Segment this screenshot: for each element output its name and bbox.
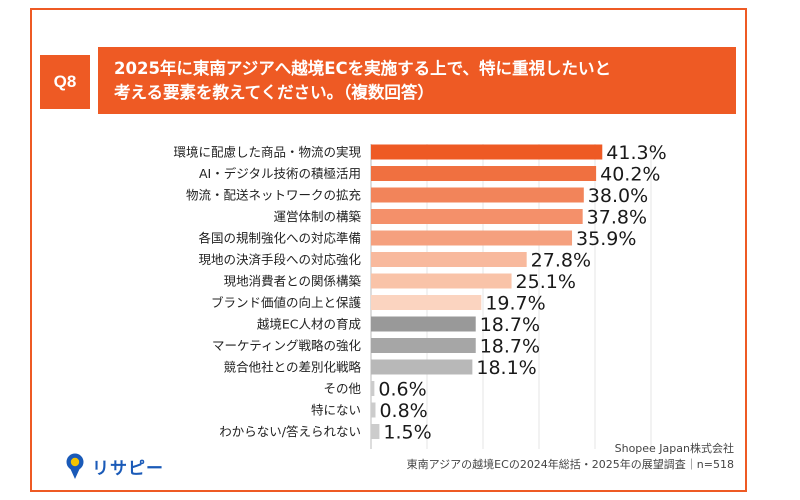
category-label: 特にない xyxy=(311,403,361,418)
category-label: 競合他社との差別化戦略 xyxy=(224,360,362,375)
bar xyxy=(371,338,476,353)
source-note: Shopee Japan株式会社 東南アジアの越境ECの2024年総括・2025… xyxy=(407,441,734,473)
bar xyxy=(371,166,597,181)
value-label: 0.8% xyxy=(379,400,427,422)
bar xyxy=(371,381,375,396)
bar xyxy=(371,144,603,160)
category-label: マーケティング戦略の強化 xyxy=(212,338,362,353)
category-label: その他 xyxy=(323,381,361,396)
bar xyxy=(371,187,584,203)
value-label: 0.6% xyxy=(378,379,426,401)
value-label: 18.7% xyxy=(480,336,540,358)
bar xyxy=(371,424,380,439)
question-text-line1: 2025年に東南アジアへ越境ECを実施する上で、特に重視したいと xyxy=(114,59,611,78)
value-label: 1.5% xyxy=(383,422,431,444)
value-label: 27.8% xyxy=(531,250,591,272)
category-label: AI・デジタル技術の積極活用 xyxy=(199,166,361,181)
bar xyxy=(371,359,473,375)
category-label: ブランド価値の向上と保護 xyxy=(211,295,362,310)
question-text-line2: 考える要素を教えてください。（複数回答） xyxy=(114,83,434,102)
category-label: 環境に配慮した商品・物流の実現 xyxy=(173,145,361,160)
category-label: 各国の規制強化への対応準備 xyxy=(198,231,361,246)
category-label: 越境EC人材の育成 xyxy=(257,317,361,332)
category-label: わからない/答えられない xyxy=(219,424,361,439)
value-label: 41.3% xyxy=(606,142,666,164)
brand-logo: リサピー xyxy=(64,452,164,480)
value-label: 40.2% xyxy=(600,164,660,186)
bar xyxy=(371,252,527,267)
bar xyxy=(371,209,583,224)
logo-text: リサピー xyxy=(92,458,164,479)
value-label: 18.7% xyxy=(480,314,540,336)
value-label: 19.7% xyxy=(485,293,545,315)
value-label: 25.1% xyxy=(516,271,576,293)
source-company: Shopee Japan株式会社 xyxy=(614,442,734,455)
value-label: 35.9% xyxy=(576,228,636,250)
question-number: Q8 xyxy=(53,72,77,91)
bar xyxy=(371,316,476,332)
category-label: 現地消費者との関係構築 xyxy=(224,274,362,289)
question-banner: 2025年に東南アジアへ越境ECを実施する上で、特に重視したいと 考える要素を教… xyxy=(98,47,736,114)
bar xyxy=(371,295,482,310)
bar xyxy=(371,230,573,246)
value-label: 37.8% xyxy=(587,207,647,229)
category-label: 現地の決済手段への対応強化 xyxy=(198,252,361,267)
value-label: 38.0% xyxy=(588,185,648,207)
magnifier-pin-icon xyxy=(66,453,84,479)
category-label: 運営体制の構築 xyxy=(273,209,361,224)
category-label: 物流・配送ネットワークの拡充 xyxy=(186,188,361,203)
question-number-badge: Q8 xyxy=(40,55,90,109)
source-survey: 東南アジアの越境ECの2024年総括・2025年の展望調査｜n=518 xyxy=(406,458,734,471)
bar xyxy=(371,273,512,289)
bar xyxy=(371,402,376,418)
value-label: 18.1% xyxy=(476,357,536,379)
